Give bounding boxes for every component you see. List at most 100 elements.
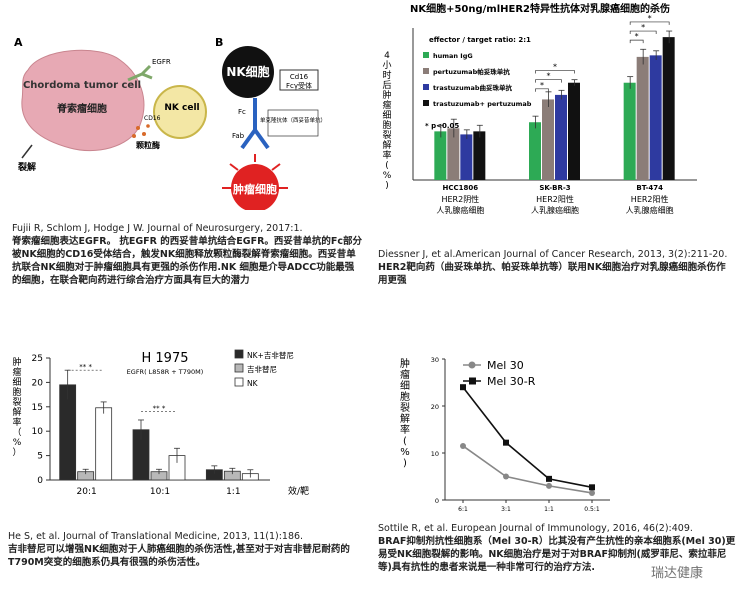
chart2-y-tick-label: 0 bbox=[37, 476, 43, 486]
chart3-ylabel-char: ( bbox=[403, 436, 407, 447]
chart2-x-tick: 10:1 bbox=[150, 487, 170, 497]
chart2-y-tick-label: 25 bbox=[32, 354, 43, 364]
figure2-reference: Diessner J, et al.American Journal of Ca… bbox=[378, 249, 728, 260]
chart3-point bbox=[460, 442, 466, 449]
chart3-point bbox=[546, 475, 552, 482]
chart3-ylabel-char: 细 bbox=[400, 379, 410, 392]
chart2-ylabel-char: 解 bbox=[12, 406, 21, 418]
chart2-bar bbox=[95, 407, 113, 481]
chart3-ylabel-char: 率 bbox=[400, 423, 410, 436]
chart1-ylabel-char: 瘤 bbox=[382, 99, 391, 111]
chart1-bar bbox=[636, 56, 649, 180]
figure3-reference: He S, et al. Journal of Translational Me… bbox=[8, 531, 304, 542]
chart1-legend-label: human IgG bbox=[433, 52, 473, 60]
chart2-ylabel-char: （ bbox=[12, 427, 21, 438]
figure3-caption: He S, et al. Journal of Translational Me… bbox=[8, 530, 358, 569]
granule-dots bbox=[132, 124, 150, 138]
chart3-ylabel-char: 肿 bbox=[400, 357, 410, 370]
chart3-ylabel-char: 裂 bbox=[400, 401, 410, 414]
fc-label: Fc bbox=[238, 108, 246, 116]
chart1-sig-star: * bbox=[553, 63, 557, 72]
chart2-legend-label: NK bbox=[247, 379, 259, 388]
chart1-sig-note: * p<0.05 bbox=[425, 122, 459, 130]
chart1-bar bbox=[529, 122, 541, 180]
chart3-point bbox=[589, 489, 595, 496]
figure4-chart: 肿瘤细胞裂解率(%) 0 10 20 30 6:1 3:1 1:1 0.5:1 Mel 30 Mel… bbox=[385, 345, 630, 520]
chart1-ylabel-char: % bbox=[383, 171, 392, 181]
chart2-xlabel: 效/靶 bbox=[288, 485, 309, 497]
chart1-legend-label: trastuzumab曲妥珠单抗 bbox=[433, 83, 513, 92]
panel-b-letter: B bbox=[215, 36, 223, 49]
cd16-label: CD16 bbox=[144, 115, 161, 122]
fc-receptor-text: Fcγ受体 bbox=[286, 81, 312, 90]
tumor-label-en: Chordoma tumor cell bbox=[23, 80, 141, 91]
chart2-ylabel-char: ） bbox=[12, 447, 21, 458]
mab-box bbox=[267, 109, 319, 137]
chart3-series-line bbox=[462, 445, 593, 494]
chart2-y-tick-label: 20 bbox=[32, 378, 44, 388]
chart2-legend-swatch bbox=[234, 363, 244, 373]
chart1-legend-label: trastuzumab+ pertuzumab bbox=[433, 100, 532, 108]
chart1-sig-star: * bbox=[641, 23, 645, 32]
chart1-group-sub: HER2阳性 bbox=[536, 194, 574, 204]
chart1-legend-swatch bbox=[423, 100, 429, 106]
figure1-diagram: A Chordoma tumor cell 脊索瘤细胞 EGFR NK cell… bbox=[10, 30, 370, 212]
figure2-chart: NK细胞+50ng/mlHER2特异性抗体对乳腺癌细胞的杀伤 4 小时后肿瘤细胞裂解… bbox=[375, 0, 705, 245]
chart1-sig-bracket bbox=[535, 88, 549, 92]
cd16-box bbox=[279, 69, 319, 91]
nk-big-label: NK细胞 bbox=[226, 64, 269, 79]
chart1-sig-star: * bbox=[648, 14, 652, 23]
nk-cell-circle bbox=[153, 85, 207, 139]
chart1-annotation: effector / target ratio: 2:1 bbox=[429, 36, 531, 44]
chart3-ylabel-char: 解 bbox=[400, 412, 410, 425]
chart3-point bbox=[589, 484, 595, 491]
chart1-legend-swatch bbox=[423, 68, 429, 74]
chart3-y-tick-label: 10 bbox=[431, 450, 439, 458]
chart3-x-tick-label: 0.5:1 bbox=[584, 506, 600, 513]
chart1-group-sub: 人乳腺癌细胞 bbox=[436, 205, 484, 215]
egfr-antibody-icon bbox=[127, 64, 153, 82]
chart1-ylabel-char: 细 bbox=[382, 109, 391, 121]
chart3-ylabel-char: % bbox=[400, 447, 410, 458]
chart1-ylabel-char: 后 bbox=[382, 80, 391, 91]
figure3-chart: 肿瘤细胞裂解率（%） 0 5 10 15 20 25 H 1975 EGFR( L858R + … bbox=[5, 340, 335, 520]
figure4-caption-text: BRAF抑制剂抗性细胞系（Mel 30-R）比其没有产生抗性的亲本细胞系(Mel… bbox=[378, 536, 736, 573]
chart3-point bbox=[460, 384, 466, 391]
chart3-series-line bbox=[462, 386, 593, 489]
lysis-label: 裂解 bbox=[17, 161, 36, 173]
chart1-ylabel-char: 4 bbox=[384, 51, 390, 61]
chart1-sig-star: * bbox=[547, 72, 551, 81]
figure2-caption: Diessner J, et al.American Journal of Ca… bbox=[378, 248, 733, 287]
her2-bar-chart: NK细胞+50ng/mlHER2特异性抗体对乳腺癌细胞的杀伤 4小时后肿瘤细胞裂解… bbox=[382, 2, 697, 215]
chart2-sig-star: ** * bbox=[79, 363, 92, 371]
chart1-sig-star: * bbox=[540, 81, 544, 90]
chart1-legend-label: pertuzumab帕妥珠单抗 bbox=[433, 67, 510, 76]
chart2-subtitle: EGFR( L858R + T790M) bbox=[127, 368, 204, 376]
chart2-ylabel-char: 胞 bbox=[12, 386, 21, 398]
chart2-ylabel-char: 裂 bbox=[12, 397, 21, 408]
chart1-bar bbox=[460, 134, 473, 180]
adcc-schematic: A Chordoma tumor cell 脊索瘤细胞 EGFR NK cell… bbox=[14, 36, 326, 212]
chart2-ylabel-char: 细 bbox=[12, 376, 21, 388]
chart1-bar bbox=[434, 131, 447, 180]
chart3-legend-label: Mel 30 bbox=[487, 359, 524, 372]
chart3-point bbox=[503, 439, 509, 446]
chart1-ylabel-char: 率 bbox=[382, 149, 391, 161]
chart2-ylabel-char: % bbox=[13, 438, 22, 448]
watermark: 瑞达健康 bbox=[650, 566, 703, 581]
chart1-x-tick: SK-BR-3 bbox=[539, 184, 570, 192]
chart1-bar bbox=[555, 94, 567, 180]
chart1-group-sub: 人乳腺癌细胞 bbox=[531, 205, 579, 215]
chart1-group-sub: HER2阳性 bbox=[631, 194, 669, 204]
chart1-ylabel-char: 小 bbox=[382, 60, 391, 71]
chart1-bar bbox=[649, 55, 662, 180]
chart1-ylabel-char: ( bbox=[385, 161, 389, 171]
chart3-x-tick-label: 1:1 bbox=[544, 506, 554, 513]
chart2-y-tick-label: 5 bbox=[37, 452, 43, 462]
figure1-caption: Fujii R, Schlom J, Hodge J W. Journal of… bbox=[12, 222, 362, 287]
chart1-title: NK细胞+50ng/mlHER2特异性抗体对乳腺癌细胞的杀伤 bbox=[410, 2, 670, 15]
